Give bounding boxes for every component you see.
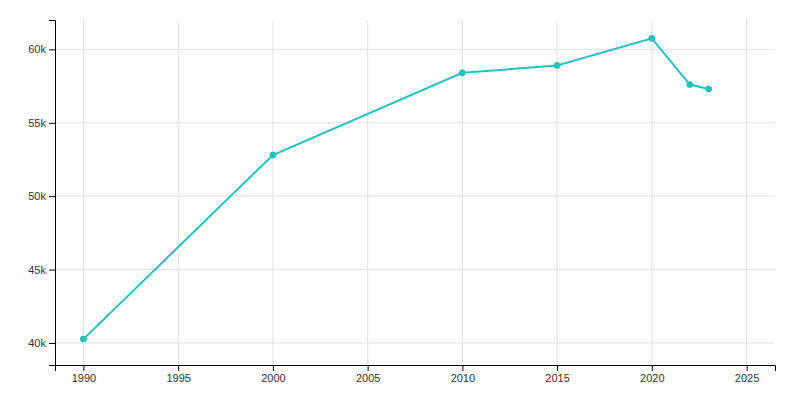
tick-mark (557, 365, 558, 371)
tick: 1990 (72, 365, 96, 384)
tick: 2010 (451, 365, 475, 384)
tick-mark (49, 49, 55, 50)
grid-line (178, 20, 179, 365)
grid-line (83, 20, 84, 365)
plot: 1990 1995 2000 2005 2010 2015 2020 2025 40k 45k 50… (28, 20, 775, 384)
grid (55, 20, 775, 365)
y-axis: 40k 45k 50k 55k 60k (28, 21, 55, 366)
marker (270, 152, 276, 158)
tick-mark (83, 365, 84, 371)
tick-label: 2015 (545, 372, 569, 384)
tick: 55k (28, 117, 55, 129)
marker (459, 70, 465, 76)
x-axis: 1990 1995 2000 2005 2010 2015 2020 2025 (56, 365, 776, 384)
grid-line (367, 20, 368, 365)
tick-label: 45k (28, 264, 46, 276)
tick: 45k (28, 264, 55, 276)
tick-label: 1990 (72, 372, 96, 384)
tick-label: 2010 (451, 372, 475, 384)
tick-mark (49, 270, 55, 271)
grid-line (55, 49, 775, 50)
tick-mark (462, 365, 463, 371)
tick: 1995 (166, 365, 190, 384)
marker (80, 336, 86, 342)
tick-label: 2025 (735, 372, 759, 384)
grid-line (746, 20, 747, 365)
axis-line (56, 366, 776, 372)
tick-label: 60k (28, 43, 46, 55)
tick-label: 50k (28, 190, 46, 202)
tick-label: 55k (28, 117, 46, 129)
tick: 50k (28, 190, 55, 202)
series (80, 35, 711, 342)
grid-line (55, 196, 775, 197)
tick-mark (747, 365, 748, 371)
tick: 2005 (356, 365, 380, 384)
tick-label: 2005 (356, 372, 380, 384)
tick-label: 40k (28, 337, 46, 349)
chart: 1990 1995 2000 2005 2010 2015 2020 2025 40k 45k 50… (0, 0, 800, 400)
tick-label: 2000 (261, 372, 285, 384)
marker (649, 35, 655, 41)
tick: 2000 (261, 365, 285, 384)
grid-line (651, 20, 652, 365)
marker (554, 63, 560, 69)
tick-mark (273, 365, 274, 371)
grid-line (55, 342, 775, 343)
tick-label: 1995 (166, 372, 190, 384)
line (83, 38, 708, 339)
grid-line (55, 122, 775, 123)
tick: 2025 (735, 365, 759, 384)
marker (687, 82, 693, 88)
tick: 2020 (640, 365, 664, 384)
axis-line (49, 21, 56, 366)
tick-mark (178, 365, 179, 371)
grid-line (55, 269, 775, 270)
tick: 60k (28, 43, 55, 55)
grid-line (557, 20, 558, 365)
tick-label: 2020 (640, 372, 664, 384)
grid-line (272, 20, 273, 365)
tick-mark (49, 196, 55, 197)
tick-mark (49, 123, 55, 124)
tick-mark (652, 365, 653, 371)
tick: 2015 (545, 365, 569, 384)
marker (706, 86, 712, 92)
tick: 40k (28, 337, 55, 349)
tick-mark (368, 365, 369, 371)
tick-mark (49, 343, 55, 344)
